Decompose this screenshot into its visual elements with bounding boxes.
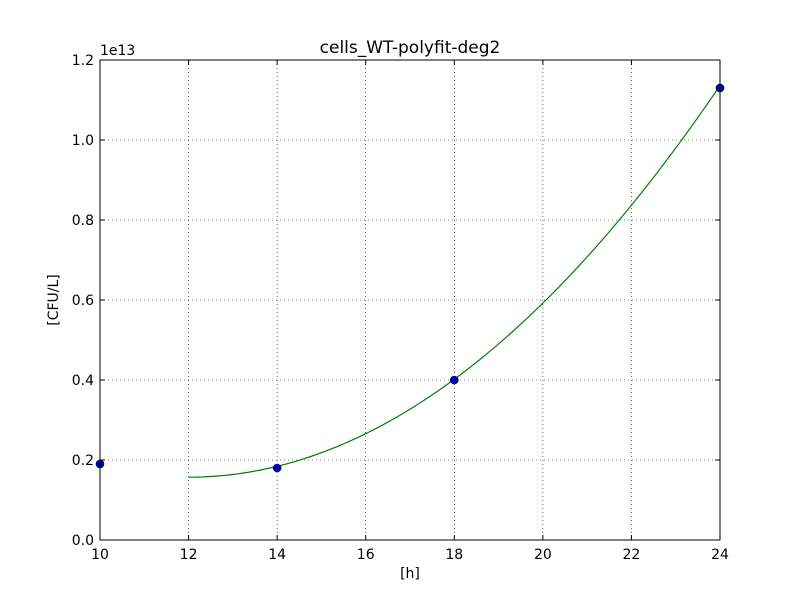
x-tick-label: 18 bbox=[445, 547, 463, 563]
data-point bbox=[449, 375, 459, 385]
x-tick-label: 10 bbox=[91, 547, 109, 563]
x-axis-label: [h] bbox=[400, 566, 420, 582]
y-tick-label: 0.6 bbox=[72, 293, 94, 309]
y-tick-label: 0.0 bbox=[72, 533, 94, 549]
x-tick-label: 22 bbox=[623, 547, 641, 563]
x-tick-label: 12 bbox=[180, 547, 198, 563]
y-tick-label: 0.2 bbox=[72, 453, 94, 469]
y-tick-label: 0.8 bbox=[72, 213, 94, 229]
y-tick-label: 1.0 bbox=[72, 133, 94, 149]
y-tick-label: 0.4 bbox=[72, 373, 94, 389]
y-tick-label: 1.2 bbox=[72, 53, 94, 69]
chart-title: cells_WT-polyfit-deg2 bbox=[320, 38, 501, 58]
x-tick-label: 16 bbox=[357, 547, 375, 563]
axis-ticks: 10 12 14 16 18 20 22 24 0.0 0.2 0.4 0.6 0.8 1.0 1.2 bbox=[72, 53, 729, 563]
y-axis-label: [CFU/L] bbox=[46, 274, 62, 326]
y-offset-label: 1e13 bbox=[100, 43, 135, 59]
x-tick-label: 24 bbox=[711, 547, 729, 563]
x-tick-label: 20 bbox=[534, 547, 552, 563]
data-point bbox=[272, 463, 282, 473]
x-tick-label: 14 bbox=[268, 547, 286, 563]
